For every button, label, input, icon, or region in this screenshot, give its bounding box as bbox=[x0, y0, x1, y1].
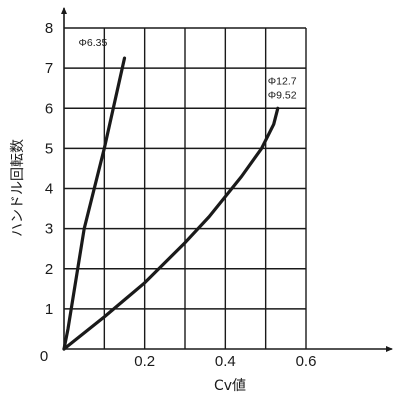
axes bbox=[61, 7, 393, 352]
x-tick-label: 0.6 bbox=[296, 353, 317, 370]
y-tick-label: 4 bbox=[45, 181, 53, 198]
y-tick-label: 7 bbox=[45, 60, 53, 77]
y-axis-title: ハンドル回転数 bbox=[10, 139, 26, 237]
x-tick-label: 0.2 bbox=[134, 353, 155, 370]
y-tick-label: 8 bbox=[45, 20, 53, 37]
series-line-1 bbox=[62, 56, 127, 351]
series-label-line: Φ6.35 bbox=[79, 37, 108, 49]
x-axis-title: Cv値 bbox=[214, 378, 246, 394]
series-line-2 bbox=[62, 106, 280, 351]
series-label-line: Φ12.7 bbox=[268, 75, 297, 87]
y-tick-label: 6 bbox=[45, 100, 53, 117]
y-tick-label: 2 bbox=[45, 261, 53, 278]
y-tick-label: 5 bbox=[45, 140, 53, 157]
tick-labels: 0 0.2 0.4 0.6 1 2 3 4 5 6 7 8 bbox=[40, 20, 317, 370]
series: Φ6.35 Φ12.7 Φ9.52 bbox=[62, 37, 297, 351]
x-tick-label: 0 bbox=[40, 348, 48, 365]
series-label-line: Φ9.52 bbox=[268, 89, 297, 101]
series-label-1: Φ6.35 bbox=[79, 37, 108, 49]
y-tick-label: 3 bbox=[45, 221, 53, 238]
y-tick-label: 1 bbox=[45, 301, 53, 318]
x-tick-label: 0.4 bbox=[215, 353, 236, 370]
series-label-2: Φ12.7 Φ9.52 bbox=[268, 75, 297, 101]
